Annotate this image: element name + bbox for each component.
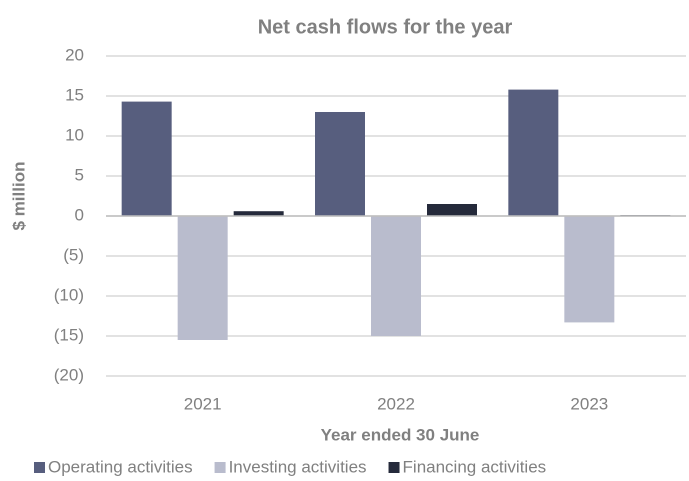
y-tick-label: 15 <box>65 85 84 104</box>
bar <box>177 216 228 340</box>
y-tick-label: (15) <box>54 325 84 344</box>
legend-label: Investing activities <box>229 457 367 476</box>
bar <box>121 101 172 216</box>
bar <box>315 112 365 216</box>
y-tick-label: 20 <box>65 45 84 64</box>
chart-title: Net cash flows for the year <box>258 16 513 38</box>
y-tick-label: 5 <box>75 165 84 184</box>
legend-swatch <box>214 462 226 473</box>
y-tick-label: (10) <box>54 285 84 304</box>
legend-swatch <box>34 462 45 473</box>
bar <box>233 211 284 216</box>
x-tick-label: 2022 <box>377 394 415 413</box>
x-tick-label: 2023 <box>570 394 608 413</box>
bar <box>371 216 421 336</box>
legend-swatch <box>388 462 400 473</box>
x-axis-label: Year ended 30 June <box>321 425 480 444</box>
bar <box>427 204 477 216</box>
bar <box>564 216 615 323</box>
y-axis-label: $ million <box>9 162 28 231</box>
y-tick-label: 0 <box>75 205 84 224</box>
y-tick-label: (20) <box>54 365 84 384</box>
legend-label: Operating activities <box>48 457 193 476</box>
x-tick-label: 2021 <box>184 394 222 413</box>
y-tick-label: 10 <box>65 125 84 144</box>
bar <box>508 89 559 216</box>
y-tick-label: (5) <box>63 245 84 264</box>
legend-label: Financing activities <box>403 457 547 476</box>
